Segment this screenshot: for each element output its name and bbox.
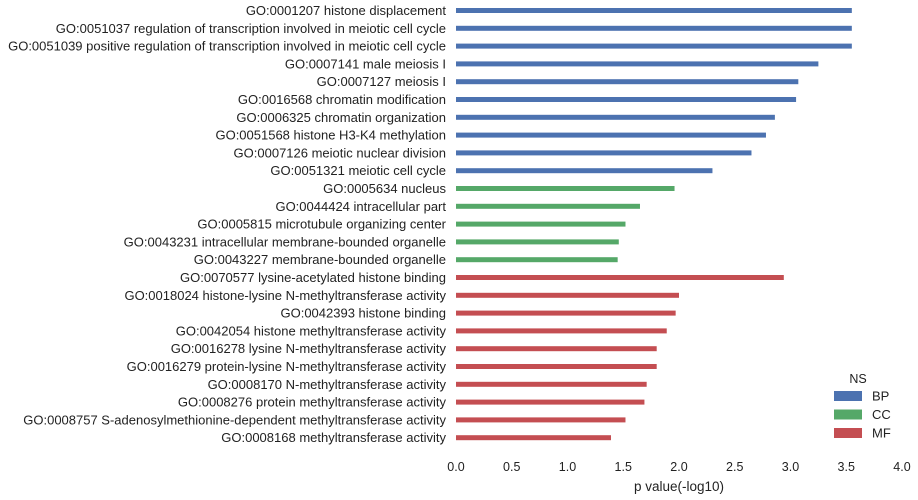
category-label: GO:0044424 intracellular part <box>275 199 446 214</box>
category-label: GO:0008170 N-methyltransferase activity <box>208 377 447 392</box>
category-label: GO:0008276 protein methyltransferase act… <box>178 395 447 410</box>
bar <box>456 114 775 120</box>
category-label: GO:0008757 S-adenosylmethionine-dependen… <box>23 412 446 427</box>
category-label: GO:0001207 histone displacement <box>246 3 447 18</box>
category-label: GO:0006325 chromatin organization <box>236 110 446 125</box>
bar <box>456 239 619 245</box>
category-label: GO:0043231 intracellular membrane-bounde… <box>124 234 446 249</box>
x-tick-label: 0.0 <box>447 460 464 474</box>
bar <box>456 417 626 423</box>
bar <box>456 292 679 298</box>
x-tick-label: 1.0 <box>559 460 576 474</box>
bar <box>456 310 676 316</box>
category-label: GO:0051321 meiotic cell cycle <box>270 163 446 178</box>
category-label: GO:0007126 meiotic nuclear division <box>234 145 446 160</box>
x-tick-label: 4.0 <box>893 460 910 474</box>
bar <box>456 8 852 13</box>
category-label: GO:0043227 membrane-bounded organelle <box>194 252 446 267</box>
bar <box>456 381 647 387</box>
legend-label-cc: CC <box>872 407 891 422</box>
category-label: GO:0005815 microtubule organizing center <box>197 217 446 232</box>
category-label: GO:0016278 lysine N-methyltransferase ac… <box>171 341 447 356</box>
bar <box>456 79 799 85</box>
bar <box>456 399 645 405</box>
bar <box>456 132 766 138</box>
x-tick-label: 2.5 <box>726 460 743 474</box>
bar <box>456 346 657 352</box>
x-tick-label: 2.0 <box>670 460 687 474</box>
bar <box>456 168 713 174</box>
bar <box>456 97 797 102</box>
category-label: GO:0016279 protein-lysine N-methyltransf… <box>127 359 447 374</box>
legend: NS BP CC MF <box>834 372 891 441</box>
bar <box>456 61 819 67</box>
bar <box>456 203 640 209</box>
bar <box>456 435 611 441</box>
bar <box>456 364 657 369</box>
bar <box>456 328 667 334</box>
category-label: GO:0018024 histone-lysine N-methyltransf… <box>124 288 446 303</box>
category-label: GO:0070577 lysine-acetylated histone bin… <box>180 270 446 285</box>
legend-label-bp: BP <box>872 389 889 404</box>
bar <box>456 25 852 31</box>
x-axis-ticks: 0.0 0.5 1.0 1.5 2.0 2.5 3.0 3.5 4.0 <box>447 460 910 474</box>
legend-label-mf: MF <box>872 426 891 441</box>
bar <box>456 150 752 156</box>
x-tick-label: 3.5 <box>838 460 855 474</box>
category-label: GO:0042393 histone binding <box>280 306 446 321</box>
bar <box>456 186 675 191</box>
bars-layer <box>456 8 852 441</box>
category-label: GO:0016568 chromatin modification <box>238 92 446 107</box>
category-label: GO:0007141 male meiosis I <box>285 56 446 71</box>
legend-swatch-mf <box>834 428 862 438</box>
bar <box>456 257 618 263</box>
bar <box>456 221 626 227</box>
legend-swatch-cc <box>834 409 862 420</box>
category-label: GO:0007127 meiosis I <box>317 74 446 89</box>
x-axis-title: p value(-log10) <box>634 479 724 494</box>
legend-swatch-bp <box>834 391 862 401</box>
category-label: GO:0005634 nucleus <box>323 181 446 196</box>
bar <box>456 275 784 280</box>
category-label: GO:0051039 positive regulation of transc… <box>8 39 446 54</box>
x-tick-label: 3.0 <box>782 460 799 474</box>
category-labels: GO:0001207 histone displacement GO:005103… <box>8 3 447 445</box>
bar <box>456 43 852 49</box>
legend-title: NS <box>849 372 866 386</box>
x-tick-label: 1.5 <box>615 460 632 474</box>
category-label: GO:0051568 histone H3-K4 methylation <box>215 128 446 143</box>
category-label: GO:0008168 methyltransferase activity <box>221 430 446 445</box>
category-label: GO:0051037 regulation of transcription i… <box>56 21 446 36</box>
x-tick-label: 0.5 <box>503 460 520 474</box>
category-label: GO:0042054 histone methyltransferase act… <box>176 323 447 338</box>
